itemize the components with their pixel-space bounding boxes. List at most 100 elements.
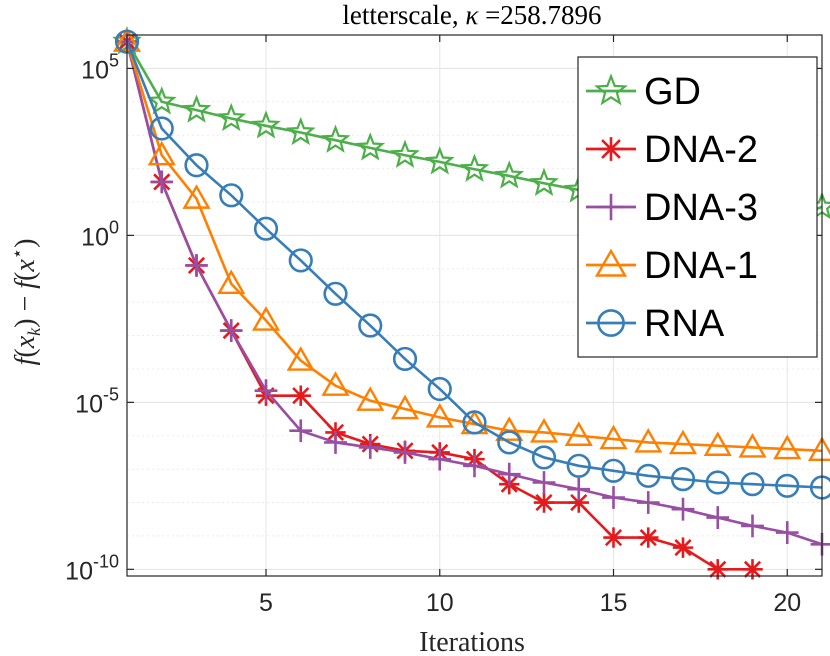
data-point-dna-1: [564, 421, 593, 446]
data-point-dna-1: [217, 269, 246, 294]
y-tick-label: 10-5: [75, 384, 119, 418]
series-dna-3: [115, 30, 830, 556]
data-point-dna-1: [182, 184, 211, 209]
data-point-dna-3: [532, 471, 556, 494]
data-point-dna-1: [738, 433, 767, 458]
data-point-dna-3: [636, 491, 660, 514]
legend-label-dna-2: DNA-2: [644, 129, 758, 171]
plot-frame: [126, 34, 823, 577]
data-point-rna: [705, 470, 730, 495]
y-axis-label: f(xk) − f(x⋆): [7, 239, 44, 366]
data-point-gd: [146, 86, 177, 115]
data-point-dna-3: [497, 462, 521, 486]
data-point-dna-1: [703, 431, 732, 456]
data-point-rna: [497, 430, 522, 455]
data-point-dna-2: [603, 527, 624, 548]
data-point-rna: [184, 153, 209, 178]
data-point-dna-3: [150, 170, 174, 194]
data-point-dna-3: [602, 486, 625, 509]
data-point-dna-3: [567, 477, 591, 501]
legend-marker-rna: [597, 309, 625, 337]
x-tick-label: 15: [600, 589, 628, 617]
legend-marker-dna-3: [597, 193, 625, 221]
data-point-dna-2: [568, 492, 589, 513]
data-point-dna-1: [321, 371, 350, 396]
data-point-dna-3: [741, 514, 764, 538]
data-point-rna: [636, 463, 661, 488]
data-point-dna-3: [428, 447, 452, 471]
data-point-rna: [601, 458, 626, 483]
data-point-gd: [355, 132, 386, 161]
data-point-dna-2: [533, 492, 555, 513]
x-axis-label: Iterations: [419, 627, 525, 656]
x-tick-labels: 5 10 15 20: [259, 589, 801, 617]
data-point-dna-1: [425, 402, 454, 428]
data-point-gd: [181, 94, 212, 123]
data-point-rna: [775, 473, 800, 498]
data-point-rna: [392, 346, 418, 372]
data-point-gd: [320, 124, 351, 153]
data-point-rna: [427, 376, 452, 402]
data-point-dna-2: [742, 559, 763, 580]
legend-label-dna-1: DNA-1: [644, 245, 758, 287]
data-point-dna-1: [599, 424, 628, 450]
data-point-rna: [253, 216, 279, 241]
data-point-dna-1: [529, 417, 559, 443]
y-tick-labels: 105 100 10-5 10-10: [65, 50, 119, 585]
data-point-gd: [251, 110, 281, 139]
data-point-dna-3: [463, 454, 486, 478]
data-point-rna: [531, 445, 557, 470]
data-point-rna: [219, 183, 244, 208]
data-point-dna-1: [286, 346, 315, 371]
data-point-rna: [740, 472, 765, 497]
x-tick-label: 10: [426, 589, 454, 617]
data-point-rna: [670, 467, 696, 492]
legend-label-rna: RNA: [644, 303, 725, 345]
data-point-gd: [424, 146, 455, 175]
y-tick-label: 105: [81, 50, 119, 84]
data-point-dna-1: [668, 429, 698, 455]
data-point-rna: [288, 248, 313, 273]
data-point-dna-3: [219, 319, 243, 342]
legend-label-gd: GD: [644, 71, 701, 113]
legend-marker-dna-1: [594, 248, 628, 277]
data-point-dna-3: [289, 419, 313, 443]
data-point-gd: [285, 116, 316, 146]
data-point-gd: [390, 139, 420, 168]
data-point-rna: [323, 281, 348, 306]
data-point-rna: [149, 116, 174, 141]
data-point-dna-1: [356, 386, 385, 411]
data-point-dna-2: [290, 385, 311, 406]
chart-title: letterscale, κ =258.7896: [342, 0, 601, 30]
tick-marks: [127, 35, 822, 576]
x-tick-label: 20: [773, 589, 801, 617]
data-point-dna-3: [185, 254, 208, 277]
data-point-dna-3: [324, 431, 347, 454]
data-point-dna-3: [358, 436, 382, 459]
legend-marker-gd: [594, 73, 628, 106]
x-tick-label: 5: [259, 589, 273, 617]
series-rna: [114, 29, 830, 500]
data-point-dna-3: [393, 441, 417, 464]
data-point-dna-1: [147, 140, 176, 166]
data-point-dna-2: [707, 559, 728, 580]
data-point-dna-1: [495, 416, 524, 441]
data-point-rna: [358, 313, 383, 338]
series-line-dna-1: [125, 41, 823, 453]
data-point-gd: [494, 160, 525, 189]
data-point-dna-1: [773, 434, 802, 460]
data-point-dna-3: [706, 506, 730, 529]
series-layer: [112, 26, 830, 580]
data-point-dna-3: [254, 379, 278, 403]
legend: GD DNA-2 DNA-3 DNA-1 RNA: [577, 56, 818, 358]
data-point-dna-3: [775, 521, 799, 544]
data-point-dna-2: [672, 537, 694, 558]
data-point-dna-1: [634, 428, 663, 453]
data-point-dna-1: [251, 306, 281, 331]
legend-label-dna-3: DNA-3: [644, 187, 758, 229]
data-point-dna-3: [671, 497, 695, 521]
y-tick-label: 100: [81, 217, 119, 251]
series-dna-1: [112, 27, 830, 461]
data-point-dna-1: [390, 394, 420, 420]
